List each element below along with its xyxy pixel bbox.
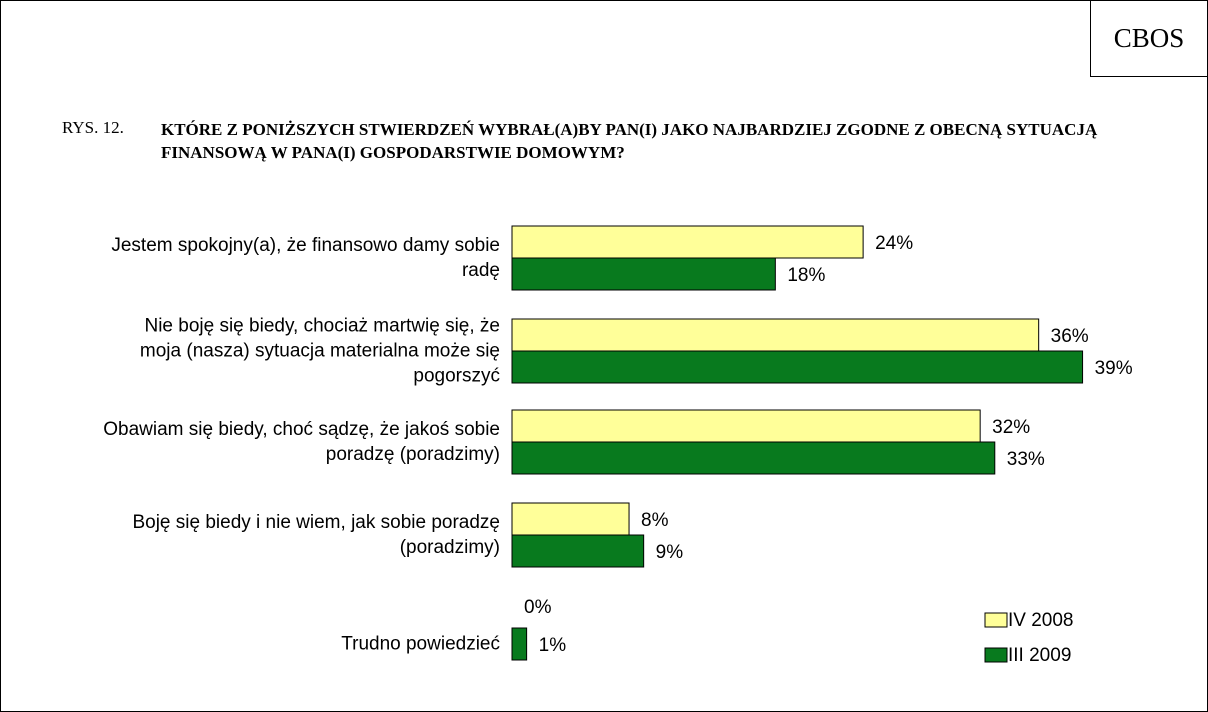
chart-title: KTÓRE Z PONIŻSZYCH STWIERDZEŃ WYBRAŁ(A)B…: [161, 120, 1098, 162]
value-label: 36%: [1051, 326, 1089, 347]
category-label: Nie boję się biedy, chociaż martwię się,…: [139, 315, 500, 387]
bar: [511, 318, 1040, 352]
category-label: Jestem spokojny(a), że finansowo damy so…: [111, 235, 500, 281]
legend-label: III 2009: [1008, 645, 1071, 666]
bar: [511, 627, 528, 661]
category-label: Obawiam się biedy, choć sądzę, że jakoś …: [103, 419, 500, 465]
value-label: 39%: [1095, 358, 1133, 379]
value-label: 18%: [787, 265, 825, 286]
legend-label: IV 2008: [1008, 610, 1074, 631]
value-label: 32%: [992, 417, 1030, 438]
bar: [511, 257, 776, 291]
value-label: 0%: [524, 597, 552, 618]
value-label: 1%: [539, 635, 567, 656]
value-label: 8%: [641, 510, 669, 531]
legend-swatch: [984, 647, 1008, 663]
value-label: 9%: [656, 542, 684, 563]
bar: [511, 534, 645, 568]
category-label: Trudno powiedzieć: [341, 633, 500, 655]
bar: [511, 409, 981, 443]
bar: [511, 225, 864, 259]
bar: [511, 441, 996, 475]
figure-label: RYS. 12.: [62, 118, 124, 137]
bar: [511, 502, 630, 536]
value-label: 24%: [875, 233, 913, 254]
legend-swatch: [984, 612, 1008, 628]
source-box: CBOS: [1090, 0, 1207, 77]
category-label: Boję się biedy i nie wiem, jak sobie por…: [132, 512, 500, 558]
bar: [511, 350, 1084, 384]
value-label: 33%: [1007, 449, 1045, 470]
